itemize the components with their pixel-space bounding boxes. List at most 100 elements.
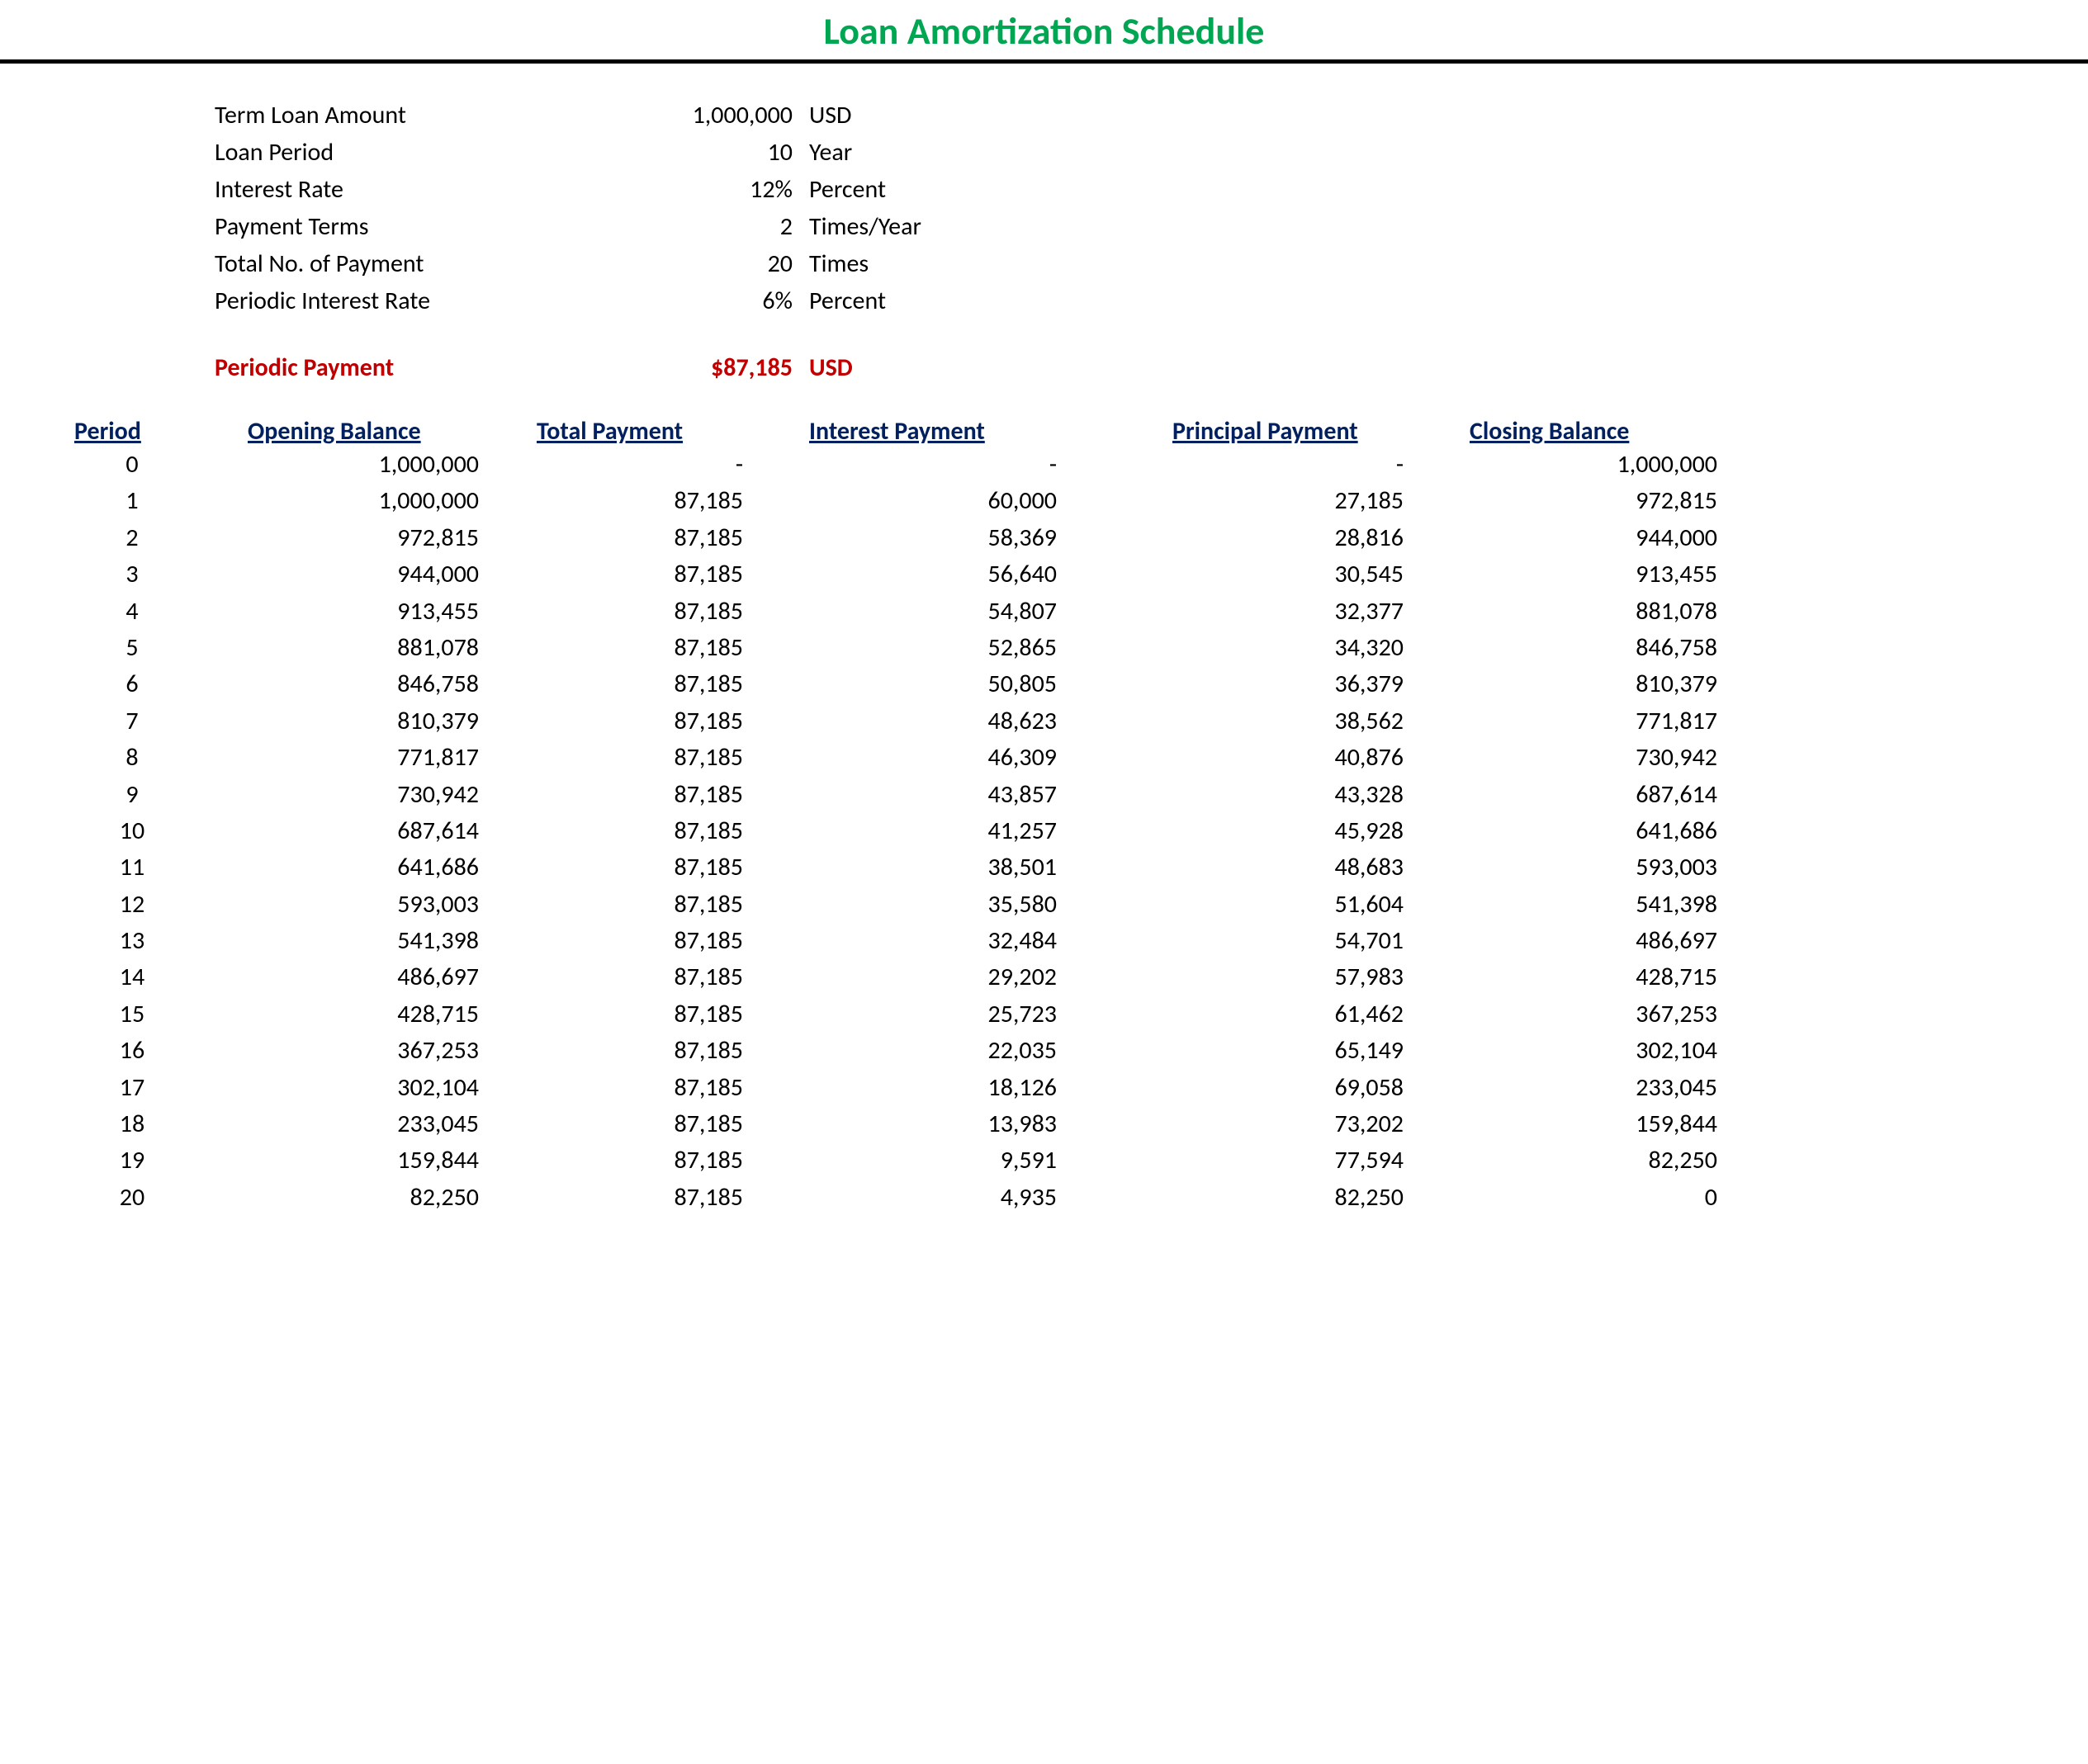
summary-label: Term Loan Amount — [215, 97, 611, 134]
table-cell: 1,000,000 — [1453, 447, 1750, 483]
table-body: 01,000,000---1,000,00011,000,00087,18560… — [66, 447, 2088, 1216]
summary-unit: USD — [809, 97, 852, 134]
table-cell: 367,253 — [198, 1033, 528, 1069]
table-cell: 15 — [66, 996, 198, 1033]
table-cell: 82,250 — [1106, 1180, 1453, 1216]
table-cell: 486,697 — [1453, 923, 1750, 959]
table-cell: 61,462 — [1106, 996, 1453, 1033]
table-cell: 14 — [66, 959, 198, 996]
table-cell: 57,983 — [1106, 959, 1453, 996]
table-cell: 54,701 — [1106, 923, 1453, 959]
table-row: 11,000,00087,18560,00027,185972,815 — [66, 483, 2088, 519]
table-row: 2972,81587,18558,36928,816944,000 — [66, 520, 2088, 556]
table-cell: 41,257 — [793, 813, 1106, 849]
table-cell: 810,379 — [198, 703, 528, 740]
table-cell: 43,328 — [1106, 777, 1453, 813]
table-cell: 73,202 — [1106, 1106, 1453, 1142]
summary-row: Interest Rate 12% Percent — [215, 171, 2088, 208]
table-cell: 87,185 — [528, 1106, 793, 1142]
table-cell: 87,185 — [528, 777, 793, 813]
table-cell: 2 — [66, 520, 198, 556]
table-cell: 30,545 — [1106, 556, 1453, 593]
table-cell: - — [793, 447, 1106, 483]
summary-label: Total No. of Payment — [215, 245, 611, 282]
table-cell: 18 — [66, 1106, 198, 1142]
table-cell: 87,185 — [528, 594, 793, 630]
table-cell: 60,000 — [793, 483, 1106, 519]
table-cell: 58,369 — [793, 520, 1106, 556]
summary-value: 12% — [611, 171, 809, 208]
table-cell: 846,758 — [1453, 630, 1750, 666]
table-cell: 593,003 — [198, 887, 528, 923]
summary-row: Term Loan Amount 1,000,000 USD — [215, 97, 2088, 134]
table-cell: 810,379 — [1453, 666, 1750, 702]
summary-value: 2 — [611, 208, 809, 245]
table-cell: 87,185 — [528, 556, 793, 593]
table-cell: 29,202 — [793, 959, 1106, 996]
table-cell: - — [528, 447, 793, 483]
table-cell: 593,003 — [1453, 849, 1750, 886]
table-cell: 13 — [66, 923, 198, 959]
table-cell: 771,817 — [1453, 703, 1750, 740]
table-cell: 0 — [66, 447, 198, 483]
summary-value: 20 — [611, 245, 809, 282]
summary-unit: Percent — [809, 282, 886, 319]
table-cell: 87,185 — [528, 1070, 793, 1106]
table-cell: 913,455 — [1453, 556, 1750, 593]
table-cell: 54,807 — [793, 594, 1106, 630]
table-cell: 846,758 — [198, 666, 528, 702]
table-cell: 69,058 — [1106, 1070, 1453, 1106]
table-cell: 22,035 — [793, 1033, 1106, 1069]
table-cell: 5 — [66, 630, 198, 666]
periodic-payment-label: Periodic Payment — [215, 349, 611, 386]
horizontal-rule — [0, 59, 2088, 64]
table-row: 14486,69787,18529,20257,983428,715 — [66, 959, 2088, 996]
table-cell: 19 — [66, 1142, 198, 1179]
col-opening: Opening Balance — [198, 416, 528, 447]
table-cell: 87,185 — [528, 813, 793, 849]
page: Loan Amortization Schedule Term Loan Amo… — [0, 0, 2088, 1216]
table-row: 18233,04587,18513,98373,202159,844 — [66, 1106, 2088, 1142]
table-cell: 82,250 — [198, 1180, 528, 1216]
table-cell: 233,045 — [1453, 1070, 1750, 1106]
table-cell: 913,455 — [198, 594, 528, 630]
summary-label: Loan Period — [215, 134, 611, 171]
table-row: 11641,68687,18538,50148,683593,003 — [66, 849, 2088, 886]
table-cell: 87,185 — [528, 520, 793, 556]
table-cell: 87,185 — [528, 887, 793, 923]
table-cell: 881,078 — [198, 630, 528, 666]
table-row: 6846,75887,18550,80536,379810,379 — [66, 666, 2088, 702]
table-cell: 687,614 — [198, 813, 528, 849]
table-cell: 10 — [66, 813, 198, 849]
table-cell: 87,185 — [528, 1180, 793, 1216]
table-cell: 159,844 — [1453, 1106, 1750, 1142]
table-cell: 46,309 — [793, 740, 1106, 776]
table-row: 19159,84487,1859,59177,59482,250 — [66, 1142, 2088, 1179]
table-cell: 87,185 — [528, 630, 793, 666]
table-cell: 9,591 — [793, 1142, 1106, 1179]
summary-value: 6% — [611, 282, 809, 319]
table-cell: 486,697 — [198, 959, 528, 996]
table-row: 2082,25087,1854,93582,2500 — [66, 1180, 2088, 1216]
table-cell: 36,379 — [1106, 666, 1453, 702]
table-cell: 45,928 — [1106, 813, 1453, 849]
table-cell: 48,623 — [793, 703, 1106, 740]
table-cell: 428,715 — [1453, 959, 1750, 996]
table-cell: 52,865 — [793, 630, 1106, 666]
table-cell: 12 — [66, 887, 198, 923]
summary-row: Total No. of Payment 20 Times — [215, 245, 2088, 282]
summary-unit: Year — [809, 134, 852, 171]
amortization-table: Period Opening Balance Total Payment Int… — [0, 416, 2088, 1216]
table-cell: 641,686 — [198, 849, 528, 886]
table-cell: 3 — [66, 556, 198, 593]
table-cell: 687,614 — [1453, 777, 1750, 813]
table-cell: 87,185 — [528, 483, 793, 519]
table-cell: 17 — [66, 1070, 198, 1106]
table-row: 15428,71587,18525,72361,462367,253 — [66, 996, 2088, 1033]
table-cell: 16 — [66, 1033, 198, 1069]
table-cell: 7 — [66, 703, 198, 740]
table-cell: 82,250 — [1453, 1142, 1750, 1179]
table-row: 13541,39887,18532,48454,701486,697 — [66, 923, 2088, 959]
table-row: 8771,81787,18546,30940,876730,942 — [66, 740, 2088, 776]
table-cell: 28,816 — [1106, 520, 1453, 556]
